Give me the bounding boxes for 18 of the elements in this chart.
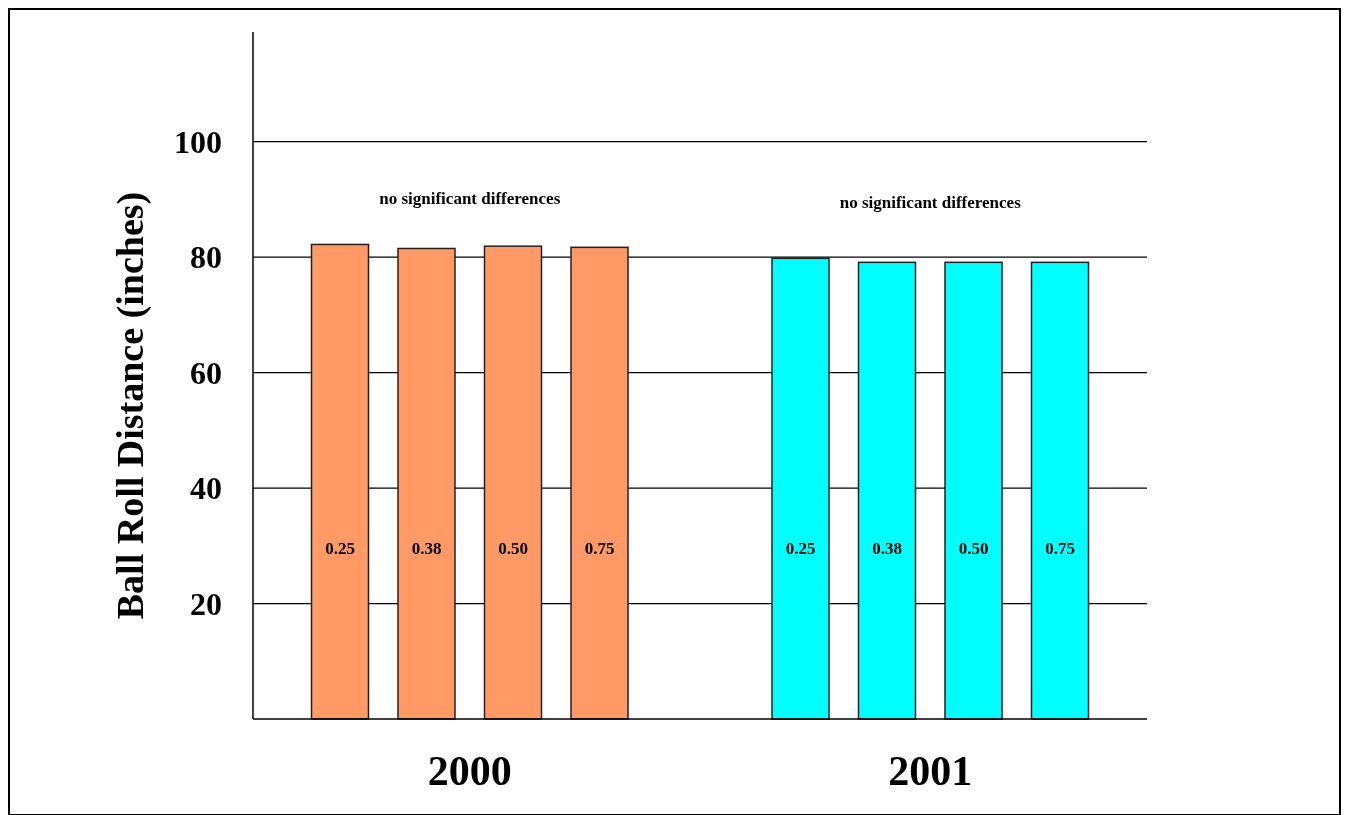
series-label: 2000 bbox=[427, 748, 512, 794]
x-tick-label: 0.50 bbox=[958, 538, 989, 558]
x-tick-label: 0.75 bbox=[584, 538, 615, 558]
x-tick-label: 0.38 bbox=[411, 538, 442, 558]
y-tick-label: 100 bbox=[174, 123, 222, 160]
x-tick-label: 0.25 bbox=[325, 538, 355, 558]
y-tick-label: 60 bbox=[190, 354, 222, 391]
y-tick-label: 20 bbox=[190, 585, 222, 622]
annotation: no significant differences bbox=[379, 189, 561, 208]
x-tick-label: 0.25 bbox=[785, 538, 816, 558]
x-tick-label: 0.38 bbox=[872, 538, 902, 558]
x-tick-label: 0.50 bbox=[498, 538, 528, 558]
y-axis-title: Ball Roll Distance (inches) bbox=[109, 191, 152, 620]
y-tick-label: 80 bbox=[190, 239, 222, 276]
y-tick-label: 40 bbox=[190, 470, 222, 507]
annotation: no significant differences bbox=[839, 193, 1022, 212]
series-label: 2001 bbox=[888, 748, 973, 794]
x-tick-label: 0.75 bbox=[1045, 538, 1075, 558]
